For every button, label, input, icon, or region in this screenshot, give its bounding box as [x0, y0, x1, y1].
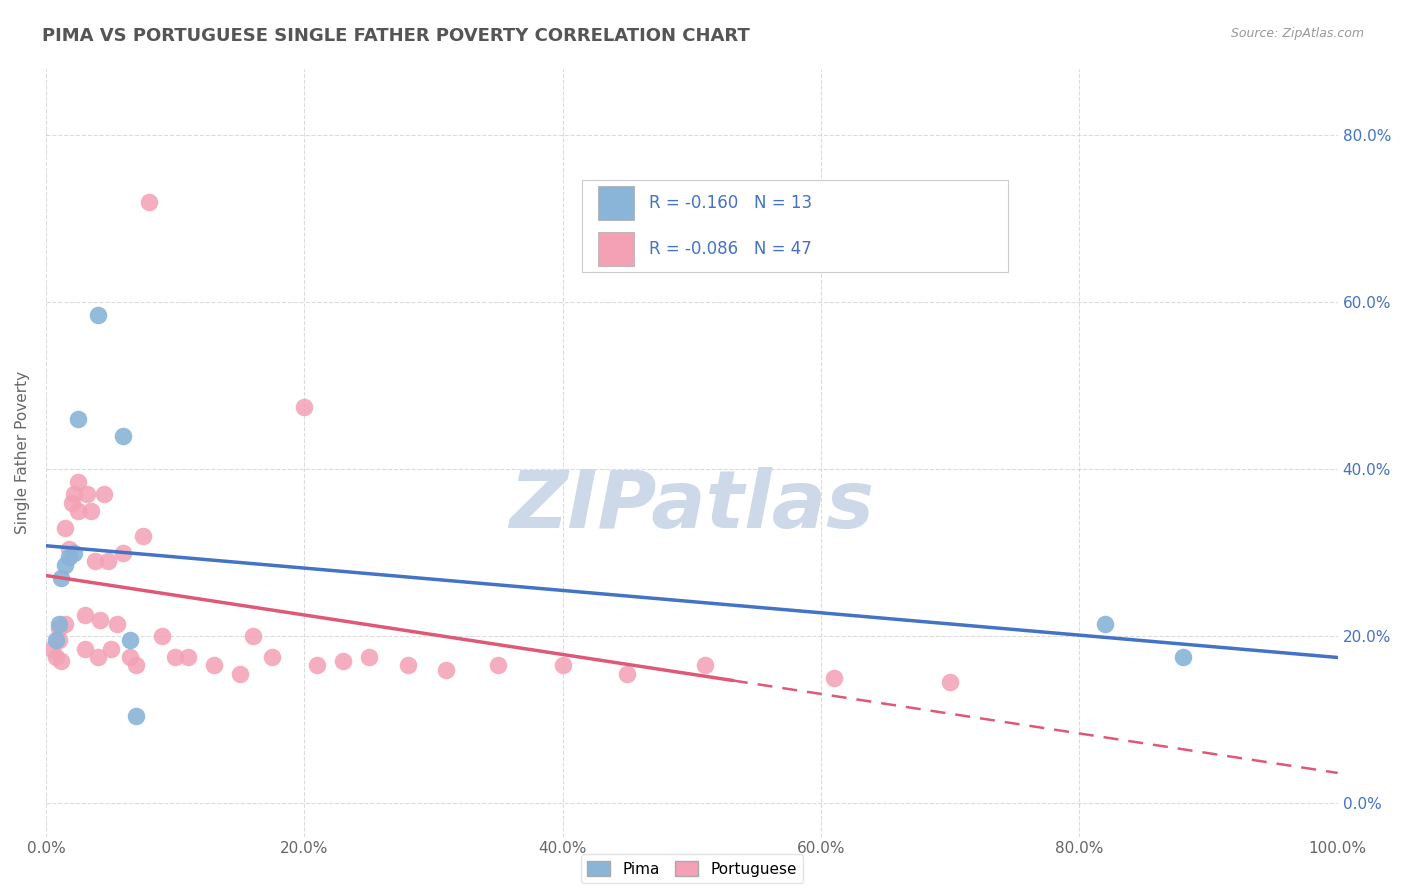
Point — [228, 666, 250, 681]
Point — [53, 521, 76, 535]
Point — [63, 487, 86, 501]
Point — [76, 487, 98, 501]
Text: R = -0.086   N = 47: R = -0.086 N = 47 — [650, 240, 811, 258]
Point — [434, 663, 457, 677]
Point — [93, 487, 115, 501]
Text: Source: ZipAtlas.com: Source: ZipAtlas.com — [1230, 27, 1364, 40]
Point — [80, 504, 103, 518]
Point — [53, 616, 76, 631]
Text: ZIPatlas: ZIPatlas — [509, 467, 875, 545]
Point — [73, 641, 96, 656]
Point — [132, 529, 155, 543]
Point — [1094, 616, 1116, 631]
Point — [105, 616, 128, 631]
Point — [125, 658, 148, 673]
Point — [45, 633, 67, 648]
Text: PIMA VS PORTUGUESE SINGLE FATHER POVERTY CORRELATION CHART: PIMA VS PORTUGUESE SINGLE FATHER POVERTY… — [42, 27, 749, 45]
Point — [307, 658, 329, 673]
Point — [242, 629, 264, 643]
Point — [202, 658, 225, 673]
Point — [112, 546, 135, 560]
Point — [84, 554, 107, 568]
Point — [86, 308, 108, 322]
Point — [486, 658, 509, 673]
Point — [112, 429, 135, 443]
Point — [41, 641, 63, 656]
Point — [53, 558, 76, 573]
Y-axis label: Single Father Poverty: Single Father Poverty — [15, 371, 30, 534]
Point — [118, 633, 141, 648]
Point — [939, 675, 962, 690]
Point — [1171, 650, 1194, 665]
Point — [58, 549, 80, 564]
Point — [150, 629, 173, 643]
Point — [165, 650, 187, 665]
Point — [616, 666, 638, 681]
Point — [332, 654, 354, 668]
Point — [357, 650, 380, 665]
Bar — [598, 186, 634, 220]
Point — [100, 641, 122, 656]
Point — [60, 495, 83, 509]
Point — [551, 658, 574, 673]
Point — [125, 708, 148, 723]
Point — [45, 650, 67, 665]
Point — [97, 554, 120, 568]
Point — [292, 400, 315, 414]
Point — [51, 654, 73, 668]
Point — [48, 621, 70, 635]
Point — [67, 412, 90, 426]
Point — [693, 658, 716, 673]
Point — [138, 195, 160, 210]
Point — [260, 650, 283, 665]
Bar — [598, 232, 634, 267]
Point — [823, 671, 845, 685]
Point — [67, 504, 90, 518]
Bar — [582, 180, 1008, 272]
Point — [58, 541, 80, 556]
Point — [51, 571, 73, 585]
Point — [396, 658, 419, 673]
Point — [67, 475, 90, 489]
Point — [89, 613, 111, 627]
Point — [48, 616, 70, 631]
Legend: Pima, Portuguese: Pima, Portuguese — [581, 855, 803, 883]
Point — [86, 650, 108, 665]
Point — [48, 633, 70, 648]
Point — [177, 650, 200, 665]
Point — [118, 650, 141, 665]
Text: R = -0.160   N = 13: R = -0.160 N = 13 — [650, 194, 813, 212]
Point — [73, 608, 96, 623]
Point — [63, 546, 86, 560]
